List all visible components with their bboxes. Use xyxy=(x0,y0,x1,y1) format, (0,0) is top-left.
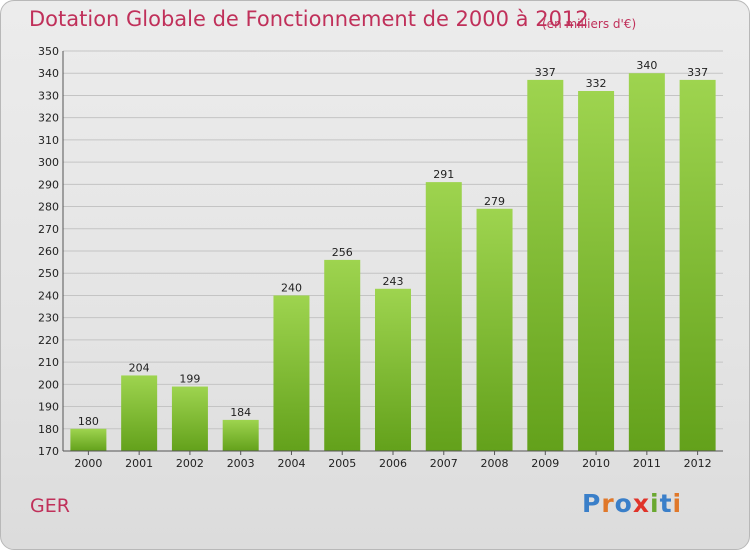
x-tick-label: 2008 xyxy=(481,457,509,470)
bar-2009 xyxy=(527,79,564,451)
chart-unit-subtitle: (en milliers d'€) xyxy=(542,17,637,31)
x-tick-label: 2006 xyxy=(379,457,407,470)
y-tick-label: 200 xyxy=(38,378,59,391)
y-tick-label: 280 xyxy=(38,201,59,214)
y-tick-label: 310 xyxy=(38,134,59,147)
bar-value-label: 184 xyxy=(230,406,251,419)
y-tick-label: 320 xyxy=(38,112,59,125)
x-tick-label: 2001 xyxy=(125,457,153,470)
y-tick-label: 330 xyxy=(38,89,59,102)
bar-2007 xyxy=(425,182,462,451)
x-tick-label: 2003 xyxy=(227,457,255,470)
x-tick-label: 2004 xyxy=(277,457,305,470)
commune-name: GER xyxy=(30,495,70,517)
bar-2003 xyxy=(222,419,259,451)
bar-2000 xyxy=(70,428,107,451)
logo-letter: i xyxy=(650,489,660,518)
bar-value-label: 180 xyxy=(78,415,99,428)
bar-2002 xyxy=(171,386,208,451)
bar-value-label: 291 xyxy=(433,168,454,181)
bar-2011 xyxy=(628,73,665,451)
logo-letter: x xyxy=(632,489,650,518)
y-tick-label: 180 xyxy=(38,423,59,436)
logo-letter: i xyxy=(672,489,683,518)
bars: 180 204 199 184 240 256 243 291 279 337 332 340 337 xyxy=(70,59,716,451)
bar-2004 xyxy=(273,295,310,451)
y-tick-label: 190 xyxy=(38,401,59,414)
logo-letter: o xyxy=(614,489,633,518)
x-tick-label: 2002 xyxy=(176,457,204,470)
y-tick-label: 170 xyxy=(38,445,59,458)
x-tick-label: 2011 xyxy=(633,457,661,470)
bar-value-label: 337 xyxy=(535,66,556,79)
bar-2008 xyxy=(476,208,513,451)
y-tick-label: 270 xyxy=(38,223,59,236)
logo-letter: r xyxy=(601,489,615,518)
y-tick-label: 210 xyxy=(38,356,59,369)
bar-value-label: 240 xyxy=(281,281,302,294)
y-tick-label: 300 xyxy=(38,156,59,169)
y-tick-label: 350 xyxy=(38,45,59,58)
x-tick-label: 2000 xyxy=(74,457,102,470)
bar-2010 xyxy=(578,91,615,451)
logo-letter: t xyxy=(659,489,673,518)
bar-value-label: 332 xyxy=(586,77,607,90)
y-tick-label: 240 xyxy=(38,289,59,302)
bar-value-label: 256 xyxy=(332,246,353,259)
chart-title: Dotation Globale de Fonctionnement de 20… xyxy=(29,7,589,31)
y-tick-label: 220 xyxy=(38,334,59,347)
y-tick-label: 340 xyxy=(38,67,59,80)
x-tick-label: 2010 xyxy=(582,457,610,470)
y-tick-label: 260 xyxy=(38,245,59,258)
y-tick-label: 230 xyxy=(38,312,59,325)
y-tick-label: 290 xyxy=(38,178,59,191)
bar-value-label: 243 xyxy=(383,275,404,288)
bar-value-label: 199 xyxy=(179,373,200,386)
bar-value-label: 279 xyxy=(484,195,505,208)
bar-2006 xyxy=(375,288,411,451)
bar-2001 xyxy=(121,375,158,451)
bar-2012 xyxy=(679,79,716,451)
logo-letter: P xyxy=(582,489,602,518)
bar-value-label: 340 xyxy=(636,59,657,72)
proxiti-logo: Proxiti xyxy=(582,489,682,518)
bar-value-label: 337 xyxy=(687,66,708,79)
x-axis: 2000 2001 2002 2003 2004 2005 2006 2007 2008 2009… xyxy=(63,450,723,470)
x-tick-label: 2009 xyxy=(531,457,559,470)
y-axis: 170 180 190 200 210 220 230 240 250 260 270 280 290 3… xyxy=(38,45,64,458)
x-tick-label: 2005 xyxy=(328,457,356,470)
y-tick-label: 250 xyxy=(38,267,59,280)
bar-value-label: 204 xyxy=(129,361,150,374)
bar-2005 xyxy=(324,259,361,451)
x-tick-label: 2012 xyxy=(684,457,712,470)
x-tick-label: 2007 xyxy=(430,457,458,470)
